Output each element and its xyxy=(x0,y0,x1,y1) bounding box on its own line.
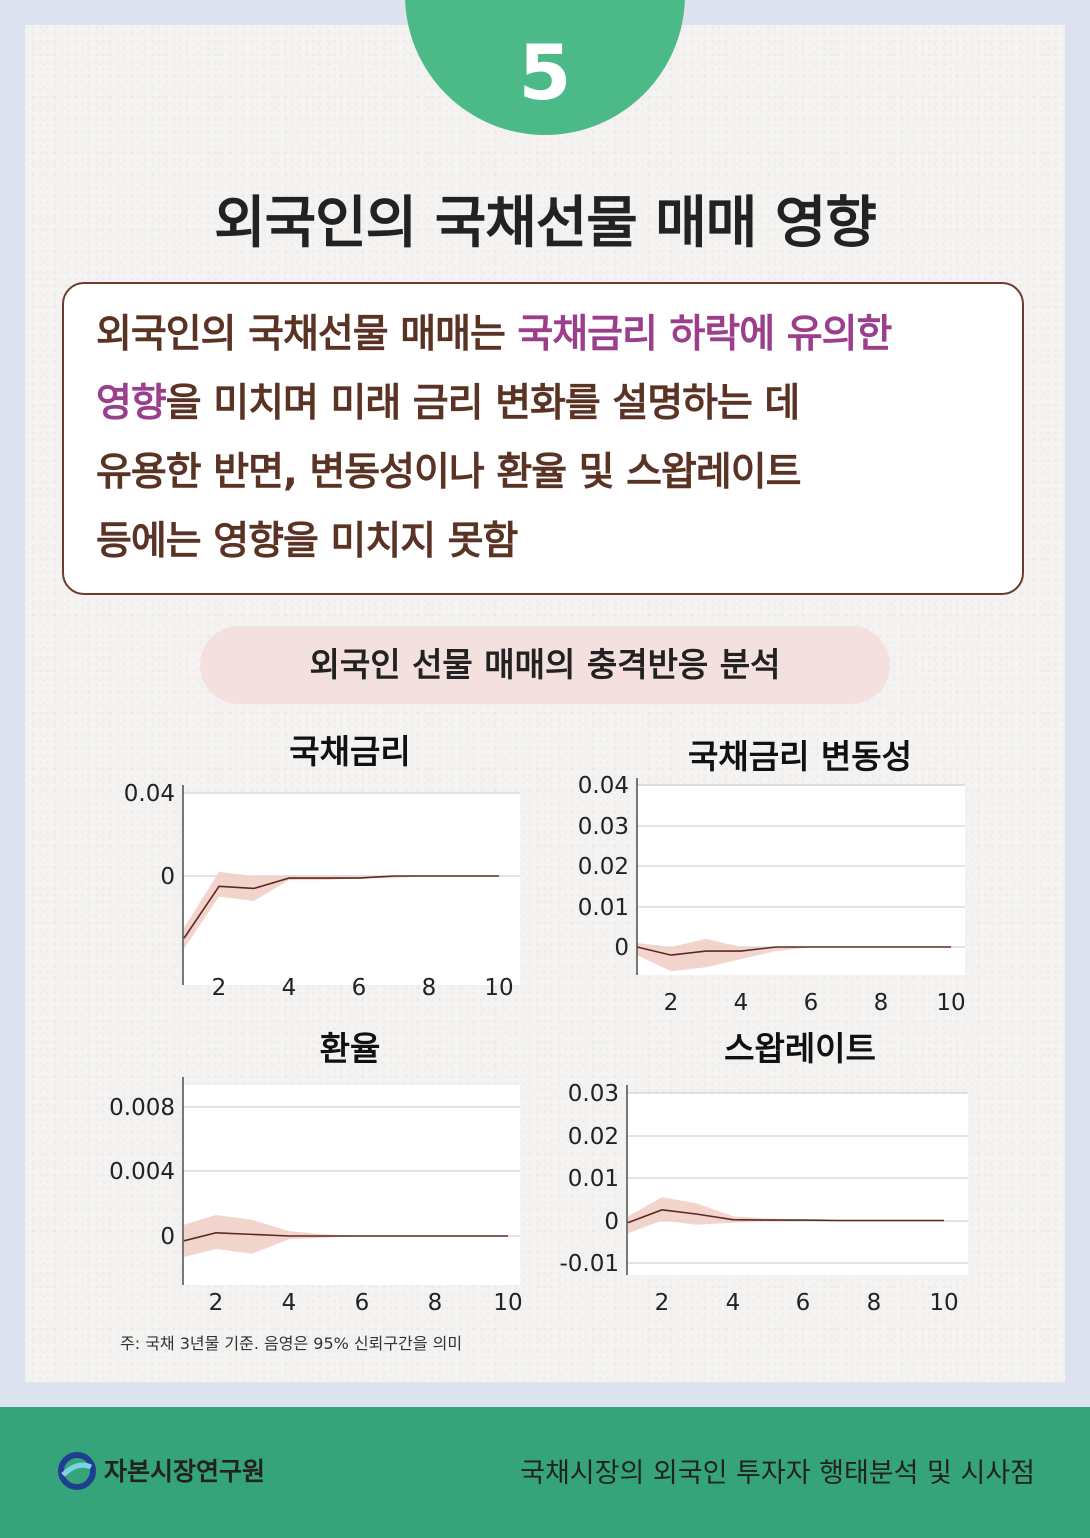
chart-note: 주: 국채 3년물 기준. 음영은 95% 신뢰구간을 의미 xyxy=(120,1334,463,1353)
chart-title-fx: 환율 xyxy=(319,1029,381,1068)
summary-part2: 을 미치며 미래 금리 변화를 설명하는 데 xyxy=(165,381,801,426)
y-tick-label: 0.04 xyxy=(124,781,175,807)
response-line xyxy=(627,1209,944,1224)
summary-text: 외국인의 국채선물 매매는 국채금리 하락에 유의한 영향을 미치며 미래 금리… xyxy=(96,300,1016,576)
y-tick-label: 0 xyxy=(604,1209,619,1235)
summary-highlight1: 국채금리 하락에 유의한 xyxy=(517,312,892,357)
y-tick-label: 0.004 xyxy=(109,1159,175,1185)
y-tick-label: 0 xyxy=(614,935,629,961)
y-tick-label: 0.01 xyxy=(578,895,629,921)
x-tick-label: 6 xyxy=(352,975,367,1001)
response-line xyxy=(183,1231,508,1242)
response-line xyxy=(183,875,499,939)
y-tick-label: 0.008 xyxy=(109,1095,175,1121)
x-tick-label: 8 xyxy=(874,990,889,1016)
page-title: 외국인의 국채선물 매매 영향 xyxy=(214,191,877,256)
x-tick-label: 4 xyxy=(734,990,749,1016)
x-tick-label: 4 xyxy=(282,1290,297,1316)
y-tick-label: 0.02 xyxy=(578,854,629,880)
x-tick-label: 2 xyxy=(664,990,679,1016)
summary-part1: 외국인의 국채선물 매매는 xyxy=(96,312,518,357)
x-tick-label: 2 xyxy=(209,1290,224,1316)
section-title: 외국인 선물 매매의 충격반응 분석 xyxy=(309,645,781,684)
x-tick-label: 4 xyxy=(726,1290,741,1316)
chart-title-bond-rate: 국채금리 xyxy=(289,732,411,771)
y-tick-label: 0 xyxy=(160,1224,175,1250)
chart-title-swap: 스왑레이트 xyxy=(724,1029,876,1068)
badge-number: 5 xyxy=(518,28,572,117)
summary-highlight2: 영향 xyxy=(96,381,167,426)
chart-title-volatility: 국채금리 변동성 xyxy=(687,737,912,776)
x-tick-label: 6 xyxy=(355,1290,370,1316)
x-tick-label: 6 xyxy=(804,990,819,1016)
x-tick-label: 10 xyxy=(493,1290,522,1316)
footer-bar xyxy=(0,1407,1090,1538)
y-tick-label: 0.03 xyxy=(578,814,629,840)
y-tick-label: 0 xyxy=(160,864,175,890)
summary-line3: 유용한 반면, 변동성이나 환율 및 스왑레이트 xyxy=(96,450,802,495)
confidence-band xyxy=(184,871,499,949)
x-tick-label: 2 xyxy=(212,975,227,1001)
confidence-band xyxy=(637,938,951,972)
kcmi-logo-icon xyxy=(58,1452,96,1490)
x-tick-label: 10 xyxy=(936,990,965,1016)
y-tick-label: 0.01 xyxy=(568,1166,619,1192)
x-tick-label: 4 xyxy=(282,975,297,1001)
x-tick-label: 10 xyxy=(929,1290,958,1316)
y-tick-label: 0.03 xyxy=(568,1081,619,1107)
section-pill xyxy=(200,626,890,704)
x-tick-label: 8 xyxy=(428,1290,443,1316)
logo-text: 자본시장연구원 xyxy=(104,1457,266,1486)
plot-area xyxy=(627,1093,968,1275)
x-tick-label: 10 xyxy=(484,975,513,1001)
summary-line4: 등에는 영향을 미치지 못함 xyxy=(96,519,518,564)
summary-box xyxy=(62,282,1024,595)
confidence-band xyxy=(628,1197,944,1234)
y-tick-label: 0.02 xyxy=(568,1124,619,1150)
x-tick-label: 2 xyxy=(655,1290,670,1316)
report-title: 국채시장의 외국인 투자자 행태분석 및 시사점 xyxy=(520,1458,1035,1489)
x-tick-label: 8 xyxy=(867,1290,882,1316)
x-tick-label: 6 xyxy=(796,1290,811,1316)
y-tick-label: 0.04 xyxy=(578,773,629,799)
x-tick-label: 8 xyxy=(422,975,437,1001)
response-line xyxy=(636,946,951,956)
y-tick-label: -0.01 xyxy=(559,1251,619,1277)
